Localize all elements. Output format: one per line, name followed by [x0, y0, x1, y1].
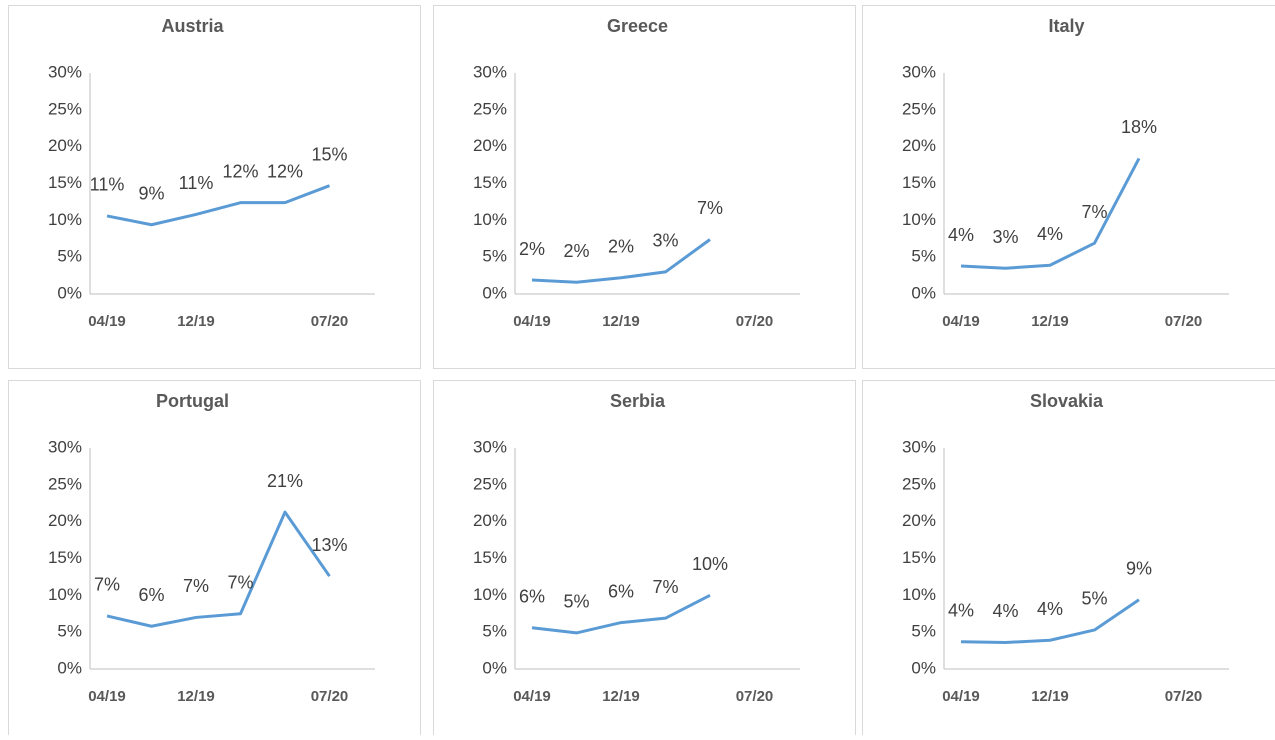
- x-tick-label: 12/19: [1031, 313, 1069, 330]
- y-tick-label: 0%: [482, 283, 507, 302]
- data-label: 4%: [1037, 224, 1063, 244]
- y-tick-label: 15%: [902, 548, 936, 567]
- y-tick-label: 20%: [473, 136, 507, 155]
- y-tick-label: 0%: [482, 658, 507, 677]
- y-tick-label: 20%: [48, 511, 82, 530]
- data-label: 4%: [948, 600, 974, 620]
- data-label: 5%: [563, 592, 589, 612]
- x-tick-label: 04/19: [942, 313, 980, 330]
- y-tick-label: 10%: [48, 585, 82, 604]
- data-label: 3%: [652, 231, 678, 251]
- data-label: 11%: [90, 175, 125, 195]
- y-tick-label: 10%: [48, 210, 82, 229]
- data-label: 9%: [138, 184, 164, 204]
- data-label: 7%: [697, 198, 723, 218]
- chart-title: Italy: [1048, 16, 1084, 36]
- y-tick-label: 10%: [473, 585, 507, 604]
- y-tick-label: 5%: [911, 622, 936, 641]
- data-label: 2%: [608, 237, 634, 257]
- y-tick-label: 20%: [48, 136, 82, 155]
- y-tick-label: 0%: [911, 658, 936, 677]
- x-tick-label: 07/20: [1165, 688, 1203, 705]
- y-tick-label: 20%: [473, 511, 507, 530]
- data-label: 12%: [267, 161, 303, 181]
- data-label: 18%: [1121, 117, 1157, 137]
- data-label: 7%: [652, 577, 678, 597]
- y-tick-label: 15%: [902, 173, 936, 192]
- y-tick-label: 5%: [482, 622, 507, 641]
- data-label: 4%: [948, 225, 974, 245]
- y-tick-label: 25%: [473, 99, 507, 118]
- y-tick-label: 25%: [48, 99, 82, 118]
- data-label: 13%: [311, 535, 347, 555]
- y-tick-label: 5%: [57, 247, 82, 266]
- data-label: 2%: [519, 239, 545, 259]
- x-tick-label: 04/19: [942, 688, 980, 705]
- y-tick-label: 0%: [57, 283, 82, 302]
- chart-title: Greece: [607, 16, 668, 36]
- x-tick-label: 07/20: [736, 313, 774, 330]
- data-label: 9%: [1126, 559, 1152, 579]
- x-tick-label: 12/19: [177, 688, 215, 705]
- data-label: 6%: [519, 586, 545, 606]
- y-tick-label: 25%: [902, 99, 936, 118]
- x-tick-label: 07/20: [1165, 313, 1203, 330]
- data-label: 7%: [183, 576, 209, 596]
- x-tick-label: 04/19: [88, 688, 126, 705]
- y-tick-label: 25%: [48, 474, 82, 493]
- y-tick-label: 30%: [48, 62, 82, 81]
- y-tick-label: 0%: [911, 283, 936, 302]
- data-label: 7%: [227, 573, 253, 593]
- y-tick-label: 25%: [473, 474, 507, 493]
- y-tick-label: 20%: [902, 511, 936, 530]
- y-tick-label: 15%: [473, 548, 507, 567]
- chart-title: Slovakia: [1030, 391, 1104, 411]
- y-tick-label: 30%: [902, 62, 936, 81]
- y-tick-label: 30%: [902, 437, 936, 456]
- data-label: 10%: [692, 554, 728, 574]
- data-label: 11%: [179, 173, 214, 193]
- data-label: 4%: [992, 601, 1018, 621]
- chart-title: Serbia: [610, 391, 666, 411]
- x-tick-label: 04/19: [513, 688, 551, 705]
- data-label: 7%: [1081, 202, 1107, 222]
- y-tick-label: 25%: [902, 474, 936, 493]
- y-tick-label: 30%: [473, 437, 507, 456]
- y-tick-label: 30%: [473, 62, 507, 81]
- x-tick-label: 04/19: [88, 313, 126, 330]
- y-tick-label: 15%: [473, 173, 507, 192]
- data-label: 21%: [267, 471, 303, 491]
- chart-title: Portugal: [156, 391, 229, 411]
- y-tick-label: 15%: [48, 173, 82, 192]
- y-tick-label: 5%: [482, 247, 507, 266]
- x-tick-label: 04/19: [513, 313, 551, 330]
- data-label: 7%: [94, 575, 120, 595]
- x-tick-label: 07/20: [311, 313, 349, 330]
- y-tick-label: 20%: [902, 136, 936, 155]
- y-tick-label: 10%: [902, 585, 936, 604]
- y-tick-label: 5%: [57, 622, 82, 641]
- x-tick-label: 07/20: [311, 688, 349, 705]
- data-label: 6%: [608, 581, 634, 601]
- data-label: 4%: [1037, 599, 1063, 619]
- y-tick-label: 10%: [902, 210, 936, 229]
- y-tick-label: 10%: [473, 210, 507, 229]
- data-label: 3%: [992, 227, 1018, 247]
- data-label: 6%: [138, 585, 164, 605]
- x-tick-label: 12/19: [177, 313, 215, 330]
- y-tick-label: 0%: [57, 658, 82, 677]
- x-tick-label: 12/19: [602, 688, 640, 705]
- x-tick-label: 12/19: [1031, 688, 1069, 705]
- y-tick-label: 5%: [911, 247, 936, 266]
- y-tick-label: 30%: [48, 437, 82, 456]
- x-tick-label: 12/19: [602, 313, 640, 330]
- data-label: 2%: [563, 241, 589, 261]
- data-label: 12%: [222, 161, 258, 181]
- y-tick-label: 15%: [48, 548, 82, 567]
- data-label: 15%: [311, 144, 347, 164]
- x-tick-label: 07/20: [736, 688, 774, 705]
- chart-title: Austria: [161, 16, 224, 36]
- data-label: 5%: [1081, 589, 1107, 609]
